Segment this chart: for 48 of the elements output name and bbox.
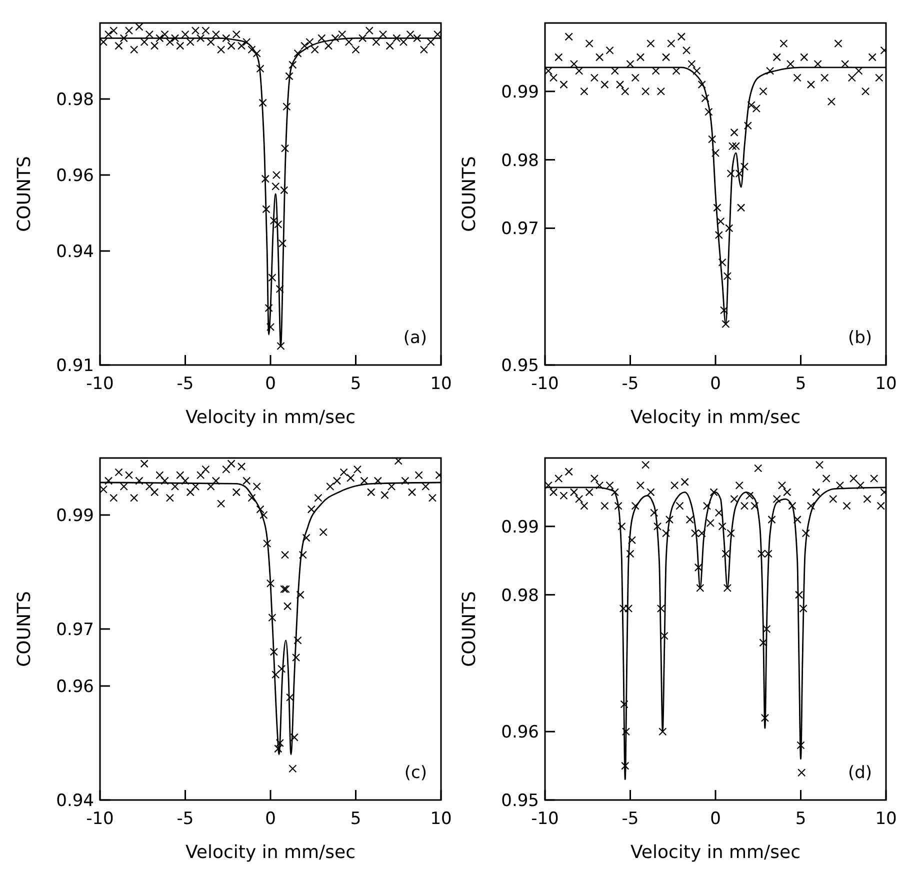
x-tick-label: -5 — [622, 374, 639, 394]
y-axis-title: COUNTS — [14, 591, 35, 667]
y-tick-label: 0.94 — [56, 790, 94, 811]
y-axis-title: COUNTS — [459, 591, 480, 667]
x-tick-label: 10 — [430, 374, 452, 394]
x-tick-label: -10 — [531, 809, 559, 829]
y-tick-label: 0.96 — [56, 166, 94, 186]
x-tick-label: 10 — [875, 374, 897, 394]
y-tick-label: 0.95 — [501, 790, 539, 811]
y-tick-label: 0.95 — [501, 356, 539, 376]
x-tick-label: -5 — [176, 374, 194, 394]
y-axis-title: COUNTS — [459, 156, 480, 232]
x-axis-title: Velocity in mm/sec — [630, 842, 800, 863]
x-tick-label: -10 — [86, 374, 114, 394]
x-tick-label: 0 — [710, 809, 721, 829]
x-axis-title: Velocity in mm/sec — [630, 407, 800, 428]
annotation: (b) — [848, 328, 872, 348]
x-tick-label: -5 — [176, 809, 194, 829]
x-tick-label: 0 — [265, 374, 276, 394]
x-tick-label: 5 — [350, 809, 362, 829]
x-tick-label: -5 — [622, 809, 639, 829]
y-tick-label: 0.94 — [56, 242, 94, 262]
x-tick-label: 0 — [710, 374, 721, 394]
y-tick-label: 0.98 — [501, 586, 539, 606]
x-tick-label: 10 — [875, 809, 897, 829]
y-tick-label: 0.96 — [56, 676, 94, 697]
y-tick-label: 0.91 — [56, 356, 94, 376]
y-tick-label: 0.97 — [501, 219, 539, 240]
x-tick-label: 5 — [795, 809, 806, 829]
x-axis-title: Velocity in mm/sec — [186, 842, 356, 863]
annotation: (a) — [403, 328, 427, 348]
y-tick-label: 0.99 — [56, 506, 94, 526]
y-tick-label: 0.99 — [501, 82, 539, 102]
x-tick-label: -10 — [86, 809, 114, 829]
x-tick-label: 5 — [795, 374, 806, 394]
x-tick-label: 5 — [350, 374, 362, 394]
x-axis-title: Velocity in mm/sec — [186, 407, 356, 428]
annotation: (c) — [404, 763, 427, 783]
y-tick-label: 0.97 — [56, 620, 94, 640]
y-tick-label: 0.96 — [501, 722, 539, 743]
y-tick-label: 0.99 — [501, 517, 539, 538]
y-tick-label: 0.98 — [56, 90, 94, 110]
y-axis-title: COUNTS — [14, 156, 35, 232]
x-tick-label: -10 — [531, 374, 559, 394]
x-tick-label: 10 — [430, 809, 452, 829]
y-tick-label: 0.98 — [501, 150, 539, 171]
annotation: (d) — [848, 763, 872, 783]
x-tick-label: 0 — [265, 809, 276, 829]
